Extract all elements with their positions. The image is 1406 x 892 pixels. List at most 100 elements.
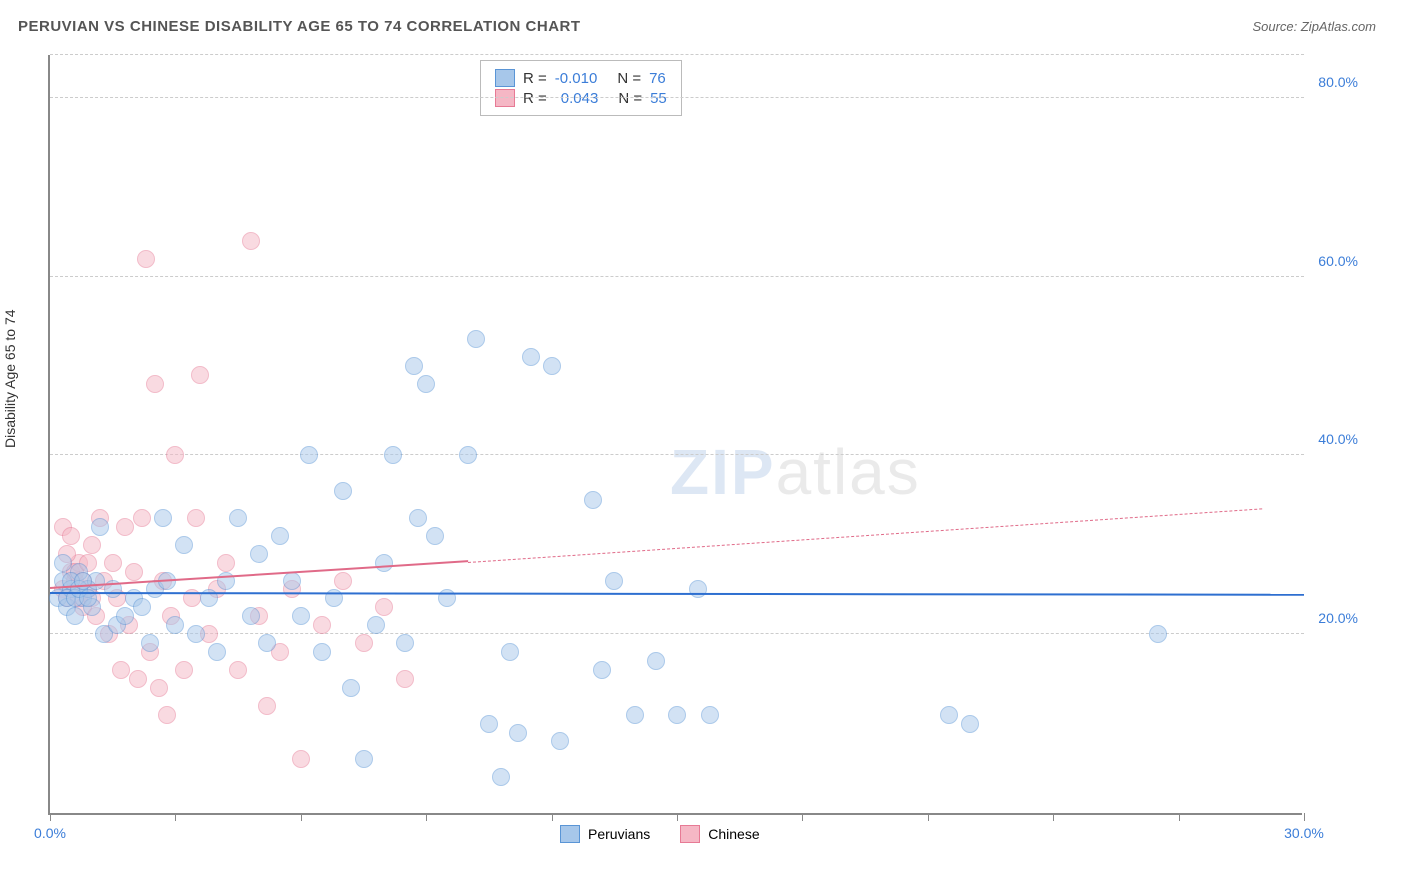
y-tick-label: 40.0% — [1318, 431, 1358, 447]
scatter-point-chinese — [334, 572, 352, 590]
scatter-point-peruvians — [409, 509, 427, 527]
r-value-chinese: 0.043 — [561, 90, 599, 107]
y-tick-label: 80.0% — [1318, 74, 1358, 90]
source-label: Source: ZipAtlas.com — [1252, 19, 1376, 34]
trend-line — [50, 592, 1304, 596]
scatter-point-peruvians — [384, 446, 402, 464]
scatter-point-peruvians — [426, 527, 444, 545]
scatter-point-chinese — [175, 661, 193, 679]
n-value-peruvians: 76 — [649, 70, 666, 87]
scatter-point-peruvians — [54, 554, 72, 572]
scatter-point-peruvians — [217, 572, 235, 590]
gridline — [50, 97, 1304, 98]
x-tick — [175, 813, 176, 821]
y-tick-label: 60.0% — [1318, 253, 1358, 269]
scatter-point-peruvians — [689, 580, 707, 598]
scatter-point-chinese — [146, 375, 164, 393]
scatter-point-chinese — [158, 706, 176, 724]
legend-swatch-chinese — [495, 89, 515, 107]
x-tick — [552, 813, 553, 821]
chart-container: ZIPatlas R = -0.010 N = 76 R = 0.043 N =… — [48, 55, 1358, 815]
scatter-point-peruvians — [133, 598, 151, 616]
scatter-point-peruvians — [396, 634, 414, 652]
scatter-point-peruvians — [551, 732, 569, 750]
scatter-point-peruvians — [91, 518, 109, 536]
y-tick-label: 20.0% — [1318, 610, 1358, 626]
scatter-point-peruvians — [509, 724, 527, 742]
legend-item-chinese: Chinese — [680, 825, 759, 843]
scatter-point-peruvians — [355, 750, 373, 768]
correlation-legend: R = -0.010 N = 76 R = 0.043 N = 55 — [480, 60, 682, 116]
scatter-point-peruvians — [283, 572, 301, 590]
scatter-point-chinese — [229, 661, 247, 679]
watermark: ZIPatlas — [670, 435, 921, 509]
scatter-point-peruvians — [258, 634, 276, 652]
scatter-point-peruvians — [701, 706, 719, 724]
scatter-point-peruvians — [342, 679, 360, 697]
scatter-point-peruvians — [480, 715, 498, 733]
gridline — [50, 54, 1304, 55]
scatter-point-chinese — [187, 509, 205, 527]
scatter-point-peruvians — [467, 330, 485, 348]
legend-row-peruvians: R = -0.010 N = 76 — [495, 69, 667, 87]
x-tick — [677, 813, 678, 821]
legend-swatch-icon — [560, 825, 580, 843]
legend-label-chinese: Chinese — [708, 826, 759, 842]
scatter-point-peruvians — [626, 706, 644, 724]
scatter-point-chinese — [116, 518, 134, 536]
gridline — [50, 633, 1304, 634]
legend-row-chinese: R = 0.043 N = 55 — [495, 89, 667, 107]
scatter-point-peruvians — [584, 491, 602, 509]
scatter-point-peruvians — [647, 652, 665, 670]
scatter-point-chinese — [313, 616, 331, 634]
scatter-point-peruvians — [1149, 625, 1167, 643]
scatter-point-chinese — [62, 527, 80, 545]
scatter-point-peruvians — [367, 616, 385, 634]
n-value-chinese: 55 — [650, 90, 667, 107]
scatter-point-peruvians — [187, 625, 205, 643]
scatter-point-peruvians — [175, 536, 193, 554]
scatter-point-peruvians — [501, 643, 519, 661]
scatter-point-peruvians — [242, 607, 260, 625]
scatter-point-peruvians — [417, 375, 435, 393]
scatter-point-peruvians — [166, 616, 184, 634]
x-tick-label: 0.0% — [34, 825, 66, 841]
scatter-point-chinese — [150, 679, 168, 697]
legend-label-peruvians: Peruvians — [588, 826, 650, 842]
scatter-point-peruvians — [250, 545, 268, 563]
scatter-point-chinese — [396, 670, 414, 688]
x-tick — [1053, 813, 1054, 821]
scatter-point-chinese — [129, 670, 147, 688]
scatter-point-peruvians — [459, 446, 477, 464]
scatter-point-chinese — [242, 232, 260, 250]
scatter-point-peruvians — [229, 509, 247, 527]
x-tick — [1179, 813, 1180, 821]
scatter-point-peruvians — [208, 643, 226, 661]
scatter-point-chinese — [104, 554, 122, 572]
x-tick — [1304, 813, 1305, 821]
scatter-point-chinese — [375, 598, 393, 616]
scatter-point-chinese — [355, 634, 373, 652]
x-tick — [928, 813, 929, 821]
n-label: N = — [618, 90, 642, 107]
scatter-point-chinese — [133, 509, 151, 527]
x-tick — [50, 813, 51, 821]
scatter-point-chinese — [191, 366, 209, 384]
scatter-point-peruvians — [313, 643, 331, 661]
plot-area: ZIPatlas R = -0.010 N = 76 R = 0.043 N =… — [48, 55, 1302, 815]
scatter-point-peruvians — [300, 446, 318, 464]
x-tick — [802, 813, 803, 821]
x-tick — [301, 813, 302, 821]
scatter-point-peruvians — [334, 482, 352, 500]
scatter-point-peruvians — [141, 634, 159, 652]
x-tick — [426, 813, 427, 821]
scatter-point-chinese — [217, 554, 235, 572]
r-label: R = — [523, 90, 547, 107]
series-legend: Peruvians Chinese — [560, 825, 760, 843]
scatter-point-peruvians — [271, 527, 289, 545]
scatter-point-chinese — [83, 536, 101, 554]
scatter-point-peruvians — [154, 509, 172, 527]
scatter-point-chinese — [112, 661, 130, 679]
scatter-point-peruvians — [543, 357, 561, 375]
scatter-point-chinese — [258, 697, 276, 715]
